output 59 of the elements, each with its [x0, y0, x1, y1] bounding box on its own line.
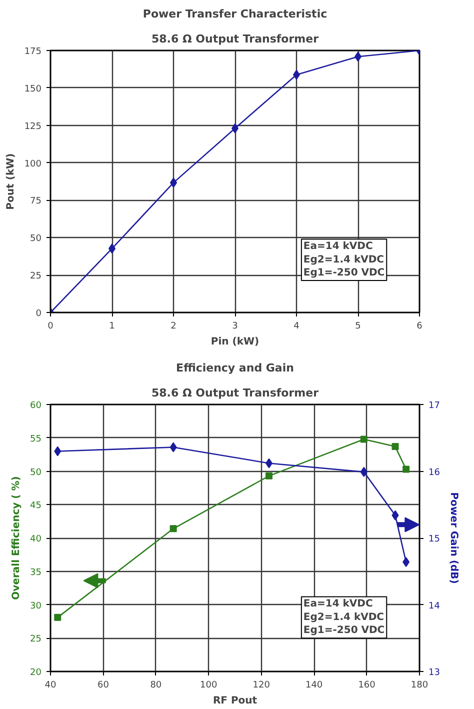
x-tick-label: 0 [48, 322, 54, 332]
y-tick-label: 35 [30, 568, 42, 578]
chart-subtitle: 58.6 Ω Output Transformer [151, 386, 320, 400]
y-tick-label: 75 [30, 196, 42, 207]
point [54, 446, 62, 456]
y-tick-label: 25 [30, 272, 42, 282]
x-axis-title: RF Pout [212, 696, 258, 706]
x-tick-label: 80 [150, 680, 162, 690]
x-tick-label: 180 [410, 680, 428, 690]
x-tick-label: 100 [200, 680, 218, 690]
x-tick-label: 160 [358, 680, 376, 690]
y2-axis-title: Power Gain (dB) [448, 492, 459, 584]
chart-title: Power Transfer Characteristic [142, 8, 328, 20]
y-tick-label: 0 [36, 309, 42, 319]
y-tick-label: 50 [30, 234, 42, 244]
y-tick-label: 30 [30, 601, 42, 612]
x-tick-label: 6 [416, 322, 423, 332]
x-tick-label: 4 [294, 322, 300, 332]
x-axis-title: Pin (kW) [210, 336, 260, 348]
x-tick-label: 120 [252, 680, 270, 690]
annotation: Ea=14 kVDC Eg2=1.4 kVDC Eg1=-250 VDC [303, 598, 385, 636]
y-tick-label: 60 [30, 401, 42, 411]
y2-tick-label: 15 [428, 534, 440, 544]
point [360, 466, 368, 477]
y2-tick-label: 14 [428, 601, 440, 612]
y2-tick-label: 13 [428, 668, 440, 678]
chart-subtitle: 58.6 Ω Output Transformer [151, 32, 320, 46]
x-tick-label: 1 [109, 322, 115, 332]
point [360, 436, 368, 443]
y-axis-title: Pout (kW) [5, 153, 16, 210]
y2-tick-label: 16 [428, 468, 440, 478]
y-tick-label: 40 [30, 534, 42, 544]
chart-title: Efficiency and Gain [176, 362, 294, 374]
y-tick-label: 100 [24, 159, 42, 170]
point [392, 510, 399, 520]
y-tick-label: 150 [24, 84, 42, 94]
y-tick-label: 175 [24, 47, 42, 57]
y-tick-label: 25 [30, 634, 42, 645]
point [402, 557, 410, 568]
x-tick-label: 3 [232, 322, 238, 332]
point [170, 442, 177, 452]
x-tick-label: 60 [97, 680, 110, 690]
x-tick-label: 5 [355, 322, 361, 332]
x-tick-label: 40 [44, 680, 56, 690]
point [392, 443, 399, 450]
y-tick-label: 20 [30, 668, 42, 678]
y-tick-label: 50 [30, 468, 42, 478]
y-tick-label: 125 [24, 122, 42, 132]
x-tick-label: 140 [305, 680, 323, 690]
y2-tick-label: 17 [428, 401, 440, 411]
point [402, 466, 410, 473]
y-tick-label: 45 [30, 501, 42, 512]
y-tick-label: 55 [30, 434, 42, 444]
y-axis-title: Overall Efficiency ( %) [11, 476, 22, 600]
point [266, 472, 272, 480]
point [54, 614, 62, 621]
annotation: Ea=14 kVDC Eg2=1.4 kVDC Eg1=-250 VDC [303, 241, 385, 279]
point [170, 525, 177, 532]
x-tick-label: 2 [170, 322, 176, 332]
